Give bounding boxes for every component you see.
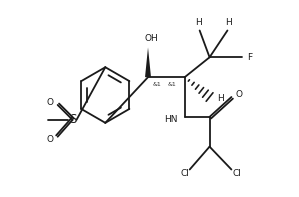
Text: HN: HN <box>164 115 178 124</box>
Text: &1: &1 <box>168 82 177 87</box>
Text: O: O <box>236 89 243 98</box>
Text: H: H <box>217 95 224 103</box>
Text: O: O <box>46 98 53 108</box>
Text: H: H <box>195 18 202 27</box>
Text: F: F <box>247 53 252 62</box>
Text: &1: &1 <box>153 82 162 87</box>
Polygon shape <box>145 47 151 77</box>
Text: O: O <box>46 135 53 144</box>
Text: H: H <box>225 18 232 27</box>
Text: OH: OH <box>144 34 158 43</box>
Text: S: S <box>69 113 76 126</box>
Text: Cl: Cl <box>233 169 242 178</box>
Text: Cl: Cl <box>180 169 189 178</box>
